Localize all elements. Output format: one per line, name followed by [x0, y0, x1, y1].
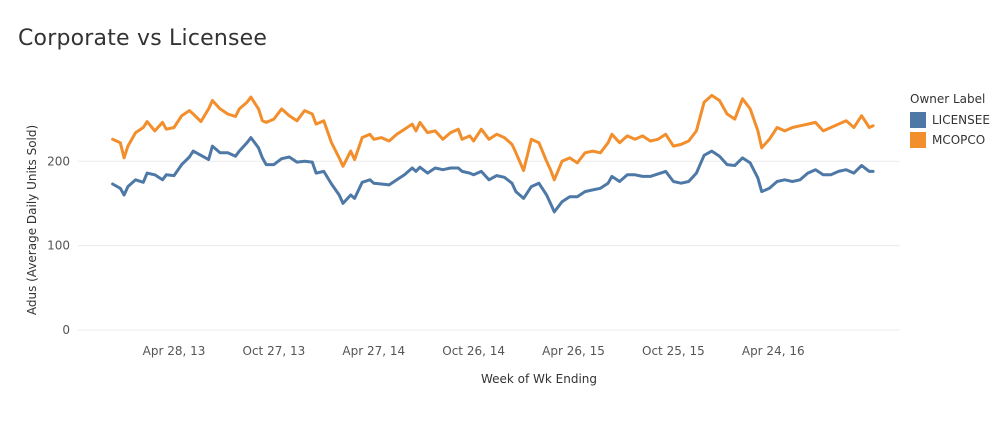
- x-tick-label: Apr 24, 16: [742, 344, 805, 358]
- x-tick-label: Oct 25, 15: [642, 344, 705, 358]
- legend-items: LICENSEE MCOPCO: [910, 110, 990, 150]
- gridlines: [78, 160, 900, 331]
- legend-label: MCOPCO: [932, 133, 986, 147]
- x-tick-label: Apr 26, 15: [542, 344, 605, 358]
- y-tick-label: 100: [47, 239, 70, 253]
- series-line-mcopco[interactable]: [111, 93, 875, 182]
- legend-swatch: [910, 132, 926, 148]
- series-line-licensee[interactable]: [111, 136, 875, 214]
- chart-title: Corporate vs Licensee: [18, 26, 268, 51]
- x-tick-label: Apr 28, 13: [143, 344, 206, 358]
- y-tick-label: 200: [47, 154, 70, 168]
- legend-item-mcopco[interactable]: MCOPCO: [910, 130, 990, 150]
- legend-swatch: [910, 112, 926, 128]
- x-tick-label: Apr 27, 14: [342, 344, 405, 358]
- legend-item-licensee[interactable]: LICENSEE: [910, 110, 990, 130]
- series-lines: [111, 93, 875, 214]
- x-tick-label: Oct 26, 14: [442, 344, 505, 358]
- y-axis: 0 100 200: [47, 154, 70, 337]
- x-axis-title: Week of Wk Ending: [481, 372, 597, 386]
- legend-label: LICENSEE: [932, 113, 990, 127]
- legend: Owner Label LICENSEE MCOPCO: [910, 92, 990, 150]
- x-tick-label: Oct 27, 13: [243, 344, 306, 358]
- legend-title: Owner Label: [910, 92, 986, 106]
- y-tick-label: 0: [62, 323, 70, 337]
- x-axis: Apr 28, 13 Oct 27, 13 Apr 27, 14 Oct 26, 14…: [143, 344, 805, 358]
- y-axis-title: Adus (Average Daily Units Sold): [25, 125, 39, 315]
